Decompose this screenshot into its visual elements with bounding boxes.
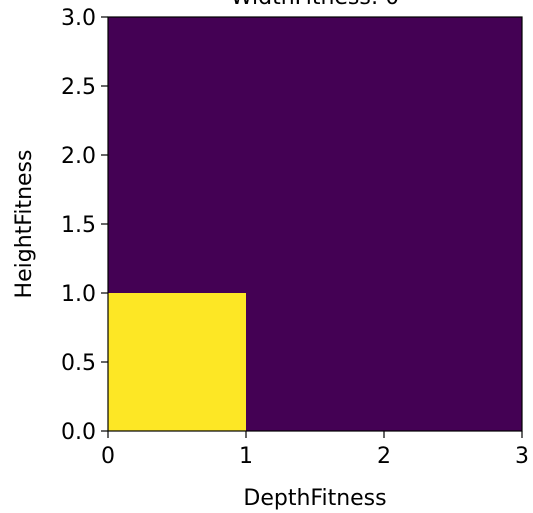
y-axis-label: HeightFitness	[12, 150, 37, 299]
y-tick-label: 2.5	[61, 75, 96, 100]
heatmap-cell	[108, 293, 246, 431]
y-tick-label: 1.5	[61, 213, 96, 238]
y-tick-label: 3.0	[61, 6, 96, 31]
x-axis: 0 1 2 3	[101, 431, 529, 469]
y-tick-label: 0.5	[61, 351, 96, 376]
y-tick-label: 1.0	[61, 282, 96, 307]
y-tick-label: 0.0	[61, 420, 96, 445]
chart-title: WidthFitness: 0	[231, 0, 400, 10]
y-axis: 0.0 0.5 1.0 1.5 2.0 2.5 3.0	[61, 6, 108, 445]
x-axis-label: DepthFitness	[243, 486, 386, 511]
heatmap-cells	[108, 293, 246, 431]
x-tick-label: 2	[377, 444, 391, 469]
x-tick-label: 1	[239, 444, 253, 469]
y-tick-label: 2.0	[61, 144, 96, 169]
x-tick-label: 0	[101, 444, 115, 469]
x-tick-label: 3	[515, 444, 529, 469]
